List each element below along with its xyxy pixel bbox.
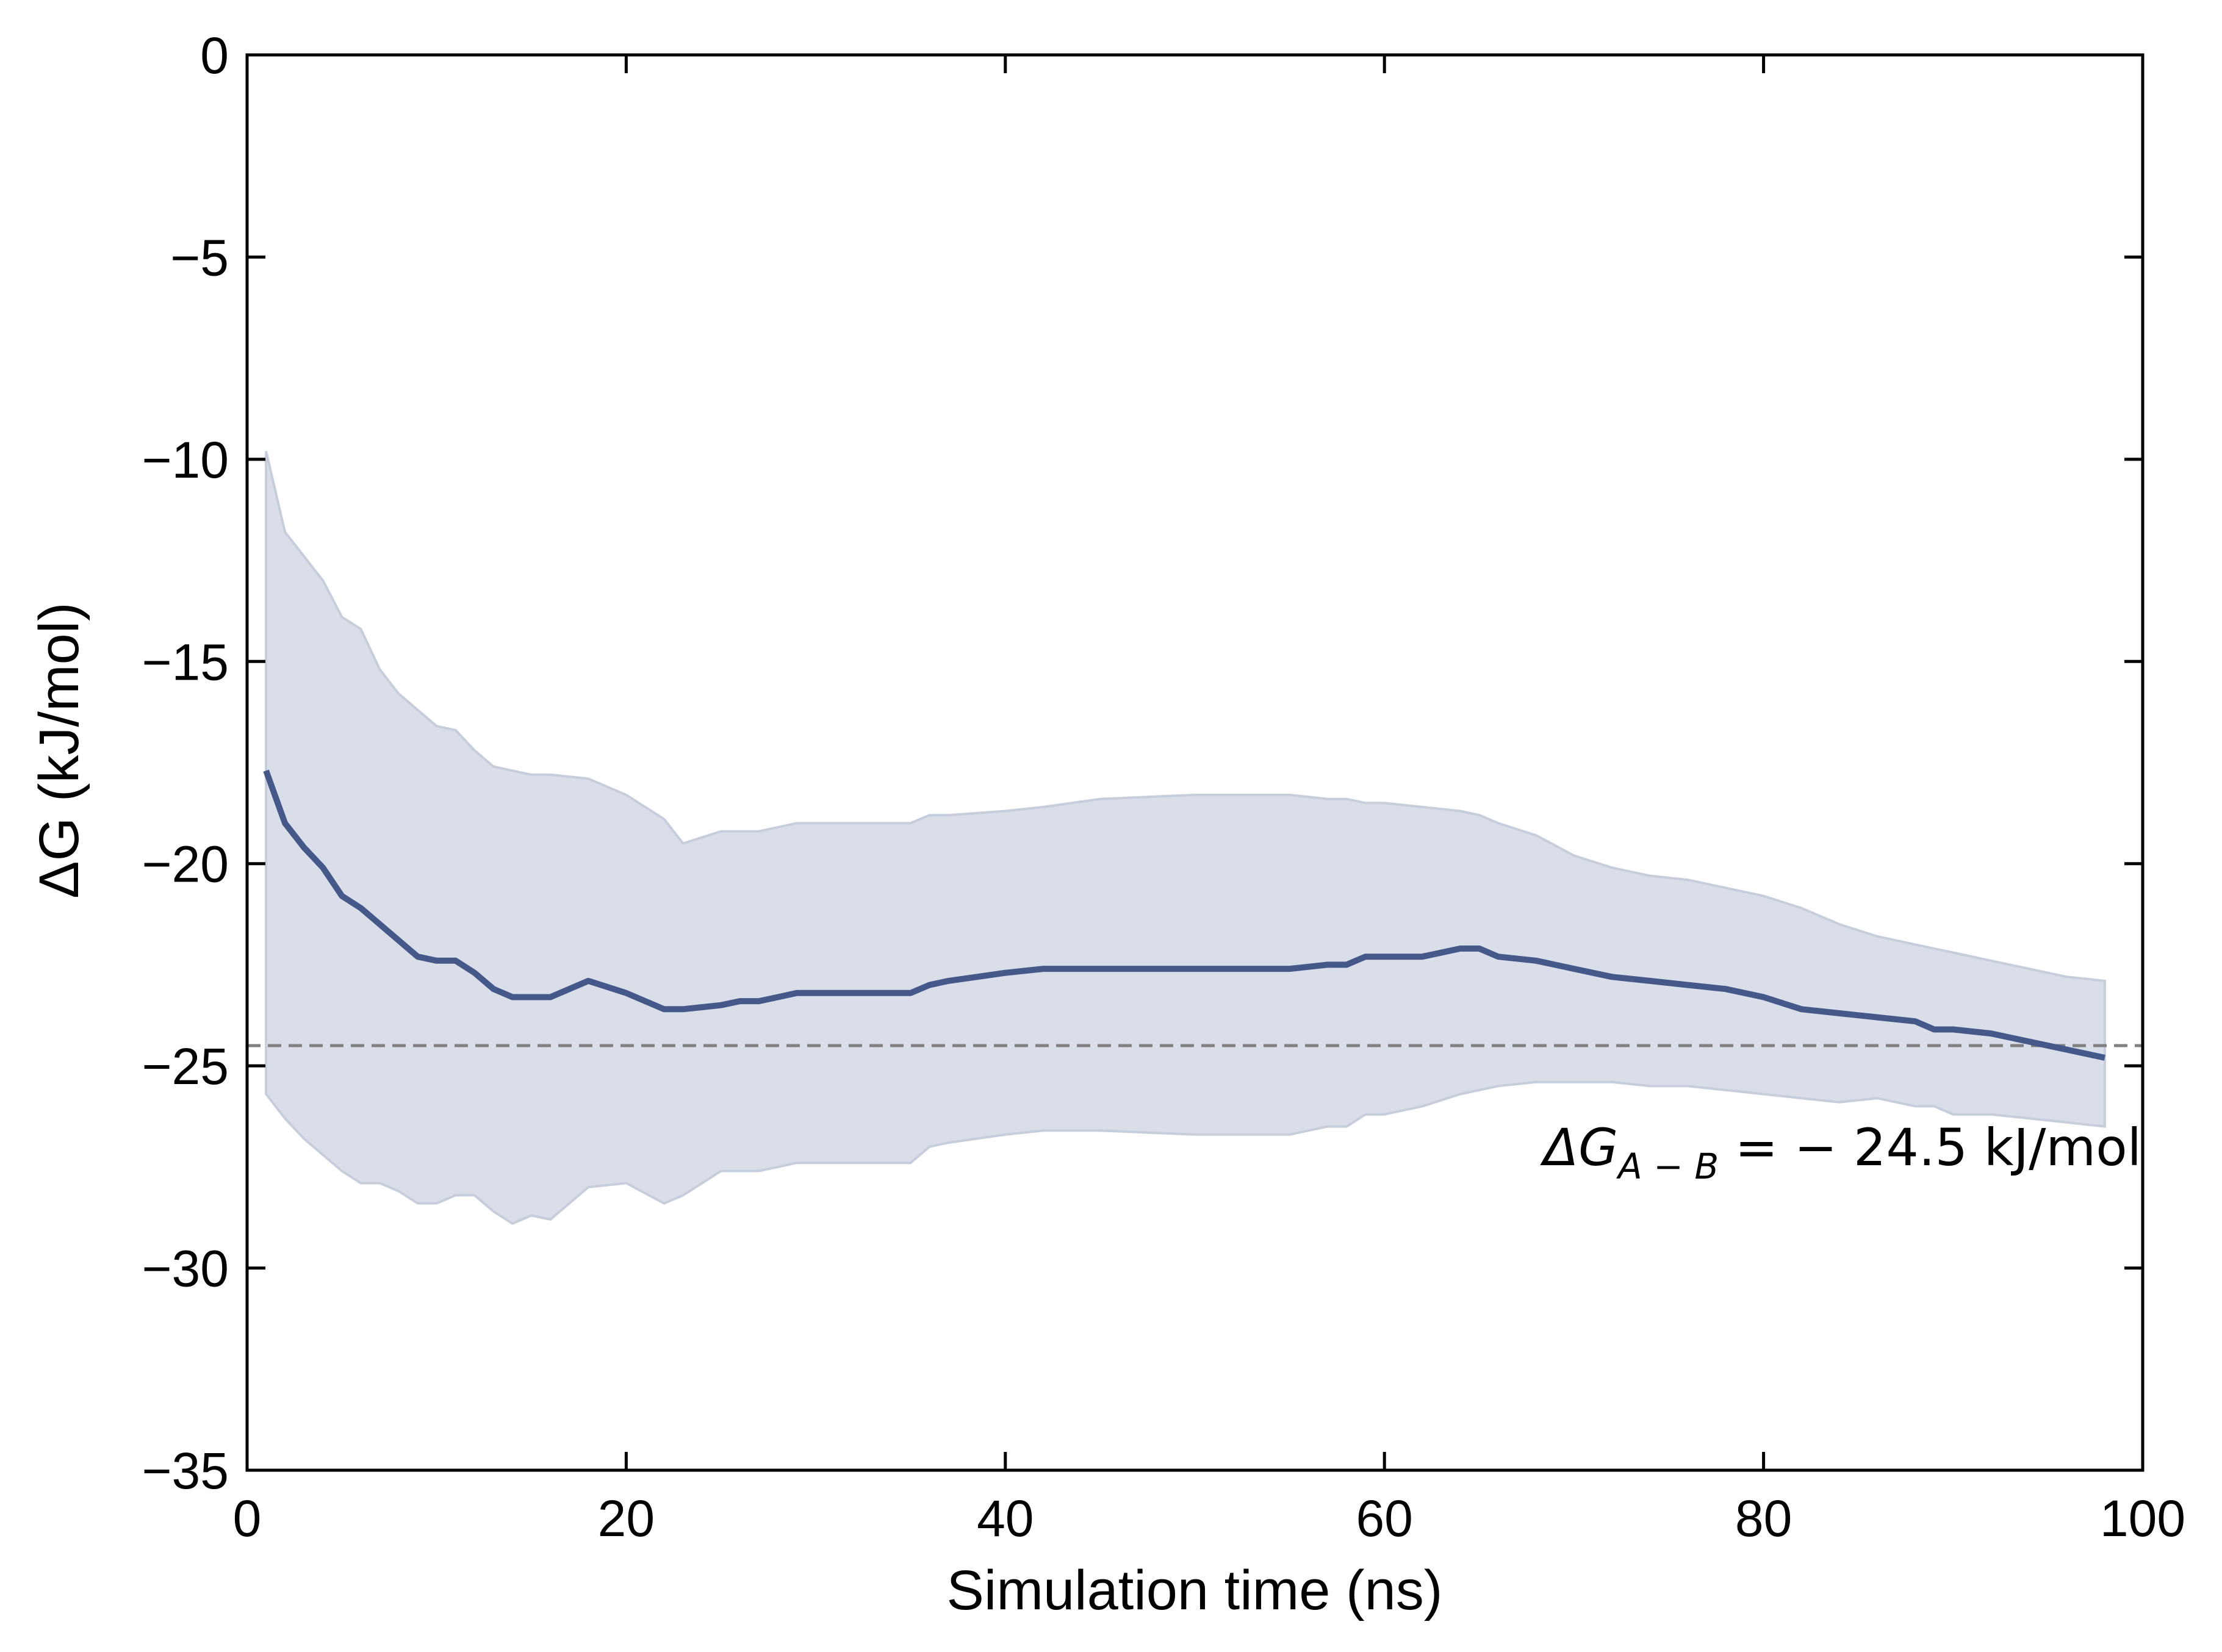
x-tick-label: 20 <box>598 1490 655 1547</box>
x-tick-label: 100 <box>2100 1490 2185 1547</box>
y-tick-label: −5 <box>170 229 229 286</box>
confidence-band-layer <box>265 451 2106 1225</box>
x-tick-label: 40 <box>977 1490 1034 1547</box>
annotation-prefix: ΔG <box>1540 1118 1619 1177</box>
y-tick-label: −15 <box>142 633 229 691</box>
plot-frame <box>245 53 2145 1472</box>
series-line-layer <box>263 769 2105 1061</box>
y-ticks: 0 −5 −10 −15 −20 −25 −30 −35 <box>142 27 2143 1499</box>
y-tick-label: −25 <box>142 1038 229 1095</box>
y-tick-label: 0 <box>200 27 229 84</box>
y-tick-label: −10 <box>142 431 229 489</box>
confidence-band <box>265 451 2106 1225</box>
x-tick-label: 0 <box>233 1490 262 1547</box>
x-tick-label: 80 <box>1735 1490 1792 1547</box>
x-axis-label: Simulation time (ns) <box>947 1559 1443 1621</box>
delta-g-annotation: ΔGA − B = − 24.5 kJ/mol <box>1540 1118 2141 1187</box>
x-tick-label: 60 <box>1356 1490 1412 1547</box>
annotation-value: = − 24.5 kJ/mol <box>1719 1118 2141 1177</box>
y-tick-label: −30 <box>142 1240 229 1298</box>
annotation-subscript: A − B <box>1616 1146 1719 1187</box>
y-tick-label: −20 <box>142 836 229 893</box>
y-tick-label: −35 <box>142 1442 229 1499</box>
delta-g-series-line <box>263 769 2105 1061</box>
x-ticks: 0 20 40 60 80 100 <box>233 55 2185 1547</box>
y-axis-label: ΔG (kJ/mol) <box>28 602 90 899</box>
